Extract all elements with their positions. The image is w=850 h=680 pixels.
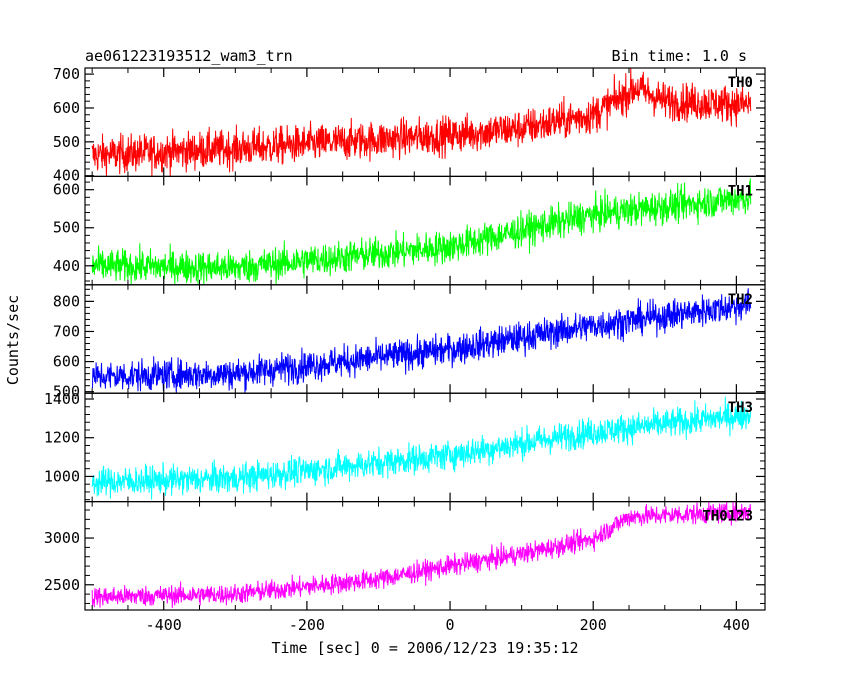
panel-frame-th0123 [84,501,766,611]
y-tick-label: 1400 [44,390,80,408]
panel-label-th1: TH1 [728,183,753,199]
panel-label-th0123: TH0123 [702,509,753,525]
chart-title-left: ae061223193512_wam3_trn [85,47,293,65]
y-tick-label: 3000 [44,529,80,547]
y-tick-label: 700 [53,322,80,340]
y-tick-label: 500 [53,383,80,401]
panels-group: 400 500 600 700 TH0 400 500 600 TH1 500 600 700 800 T… [44,65,766,634]
panel-label-th0: TH0 [728,75,753,91]
series-line-th0123 [91,501,752,609]
x-tick-label: 400 [723,616,750,634]
x-tick-label: 0 [446,616,455,634]
y-tick-label: 400 [53,167,80,185]
y-tick-label: 1000 [44,467,80,485]
y-tick-label: 2500 [44,576,80,594]
y-tick-label: 700 [53,65,80,83]
chart-title-right: Bin time: 1.0 s [612,47,747,65]
series-line-th3 [91,396,752,500]
panel-frame-th1 [84,175,766,286]
y-axis-label: Counts/sec [4,295,22,385]
x-tick-label: -400 [146,616,182,634]
y-tick-label: 600 [53,181,80,199]
x-tick-label: -200 [289,616,325,634]
series-line-th0 [91,68,752,177]
y-tick-label: 1200 [44,429,80,447]
y-tick-label: 500 [53,219,80,237]
y-tick-label: 800 [53,292,80,310]
series-line-th2 [91,288,752,394]
panel-label-th3: TH3 [728,400,753,416]
series-line-th1 [91,178,752,285]
panel-label-th2: TH2 [728,292,753,308]
y-tick-label: 600 [53,353,80,371]
y-tick-label: 600 [53,99,80,117]
y-tick-label: 500 [53,133,80,151]
y-tick-label: 400 [53,257,80,275]
x-axis-label: Time [sec] 0 = 2006/12/23 19:35:12 [271,639,578,657]
x-tick-label: 200 [580,616,607,634]
